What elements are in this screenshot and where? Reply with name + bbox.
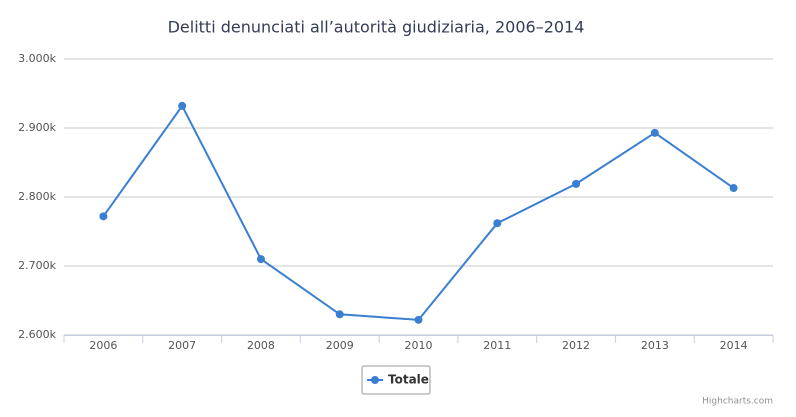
y-tick-label: 3.000k — [18, 52, 56, 65]
x-tick-label: 2006 — [89, 339, 117, 352]
x-tick-label: 2014 — [720, 339, 748, 352]
chart-title: Delitti denunciati all’autorità giudizia… — [168, 18, 585, 37]
y-tick-label: 2.600k — [18, 328, 56, 341]
point — [729, 184, 738, 193]
point — [335, 310, 344, 319]
point — [178, 101, 187, 110]
x-tick-label: 2008 — [247, 339, 275, 352]
x-tick-label: 2012 — [562, 339, 590, 352]
point — [256, 255, 265, 264]
point — [99, 212, 108, 221]
credits[interactable]: Highcharts.com — [702, 397, 773, 407]
y-tick-label: 2.800k — [18, 190, 56, 203]
legend-box — [361, 365, 431, 395]
y-tick-label: 2.700k — [18, 259, 56, 272]
x-tick-label: 2009 — [326, 339, 354, 352]
y-tick-label: 2.900k — [18, 121, 56, 134]
point — [414, 315, 423, 324]
point — [572, 179, 581, 188]
point — [650, 128, 659, 137]
x-tick-label: 2007 — [168, 339, 196, 352]
x-tick-label: 2013 — [641, 339, 669, 352]
point — [493, 219, 502, 228]
legend-label[interactable]: Totale — [388, 373, 429, 387]
line — [102, 104, 735, 321]
x-tick-label: 2010 — [405, 339, 433, 352]
x-tick-label: 2011 — [483, 339, 511, 352]
legend-marker — [371, 376, 379, 384]
